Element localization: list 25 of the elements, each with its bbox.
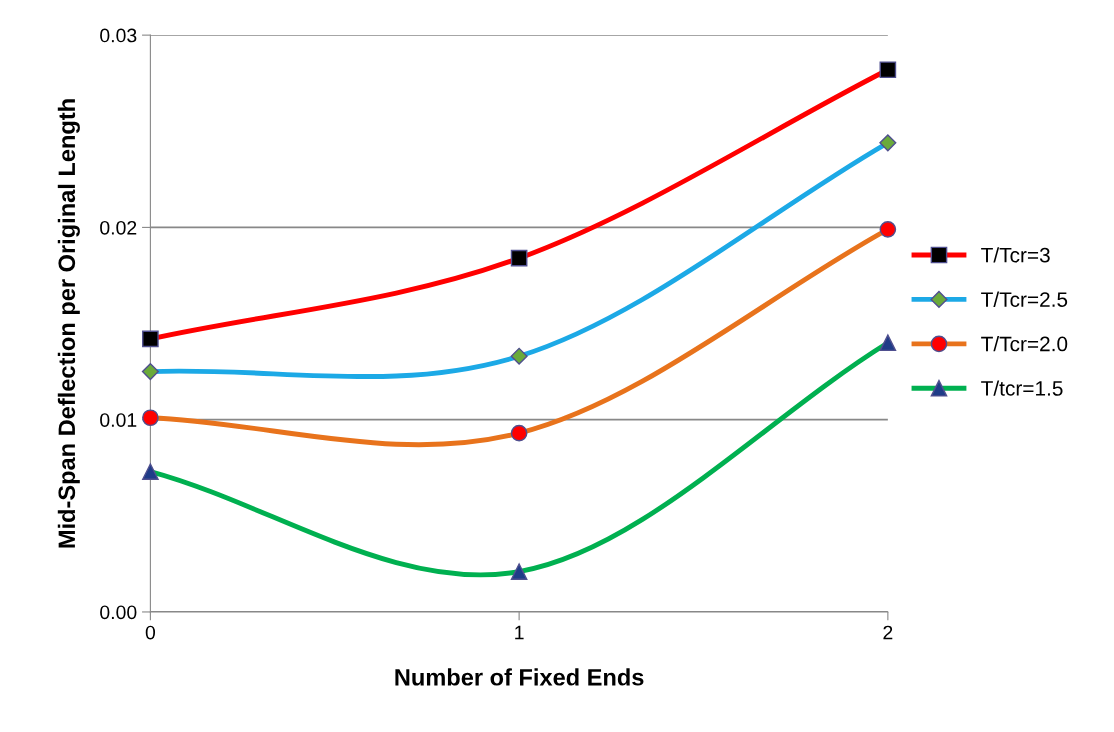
x-axis-title: Number of Fixed Ends [395, 668, 644, 686]
point [879, 220, 897, 238]
point [510, 424, 528, 442]
x-tick-label: 2 [883, 625, 893, 640]
point [879, 334, 897, 352]
x-tick-label: 0 [145, 625, 156, 640]
y-axis-title: Mid-Span Deflection per Original Length [57, 99, 80, 548]
point [879, 134, 897, 152]
point [141, 363, 159, 381]
y-tick-label: 0.02 [100, 220, 137, 235]
point [142, 330, 159, 348]
legend-label: T/Tcr=2.5 [981, 291, 1068, 307]
x-tick-label: 1 [515, 625, 524, 640]
y-tick-label: 0.03 [100, 28, 137, 43]
point [510, 347, 528, 365]
point [142, 409, 159, 427]
y-tick-label: 0.00 [100, 605, 137, 620]
legend-label: T/Tcr=3 [981, 247, 1050, 263]
point [510, 249, 528, 267]
legend-label: T/tcr=1.5 [981, 380, 1063, 396]
legend-label: T/Tcr=2.0 [981, 336, 1068, 352]
y-tick-label: 0.01 [100, 413, 137, 427]
point [142, 463, 159, 480]
point [510, 563, 528, 580]
point [879, 61, 897, 79]
